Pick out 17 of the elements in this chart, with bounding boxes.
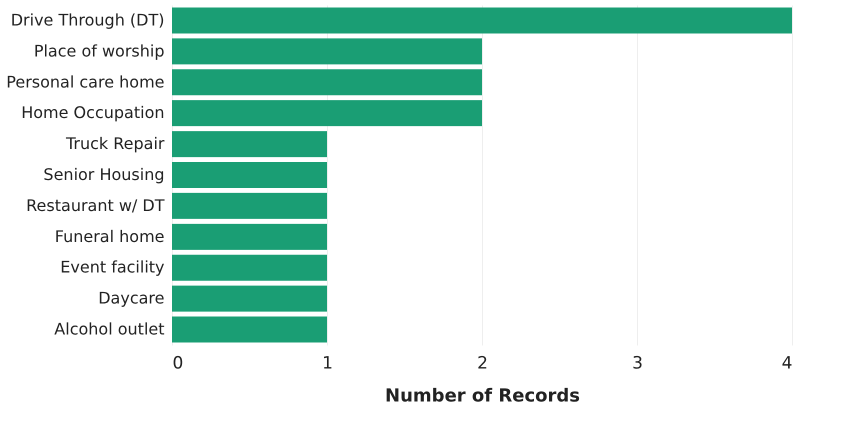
y-tick-label: Funeral home (54, 226, 164, 246)
y-tick-label: Home Occupation (21, 103, 164, 122)
x-axis-title: Number of Records (385, 386, 580, 406)
y-tick-label: Daycare (98, 288, 164, 308)
x-tick-label: 2 (477, 354, 488, 374)
x-tick-label: 3 (632, 354, 643, 374)
y-tick-label: Restaurant w/ DT (26, 196, 165, 215)
y-tick-label: Personal care home (6, 72, 164, 92)
x-tick-label: 1 (322, 354, 333, 374)
x-tick-label: 4 (782, 354, 792, 374)
y-tick-label: Alcohol outlet (54, 320, 164, 339)
y-tick-label: Event facility (60, 258, 164, 277)
y-tick-label: Senior Housing (43, 165, 164, 184)
y-tick-label: Drive Through (DT) (10, 10, 164, 30)
y-tick-label: Truck Repair (64, 134, 165, 154)
x-tick-label: 0 (172, 354, 184, 374)
y-tick-label: Place of worship (34, 41, 164, 60)
